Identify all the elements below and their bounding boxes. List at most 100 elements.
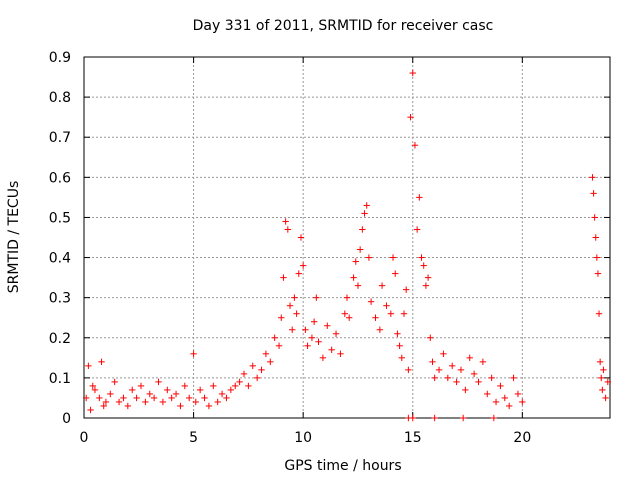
data-point xyxy=(319,354,327,362)
data-point xyxy=(115,398,123,406)
data-point xyxy=(129,386,136,394)
data-point xyxy=(424,274,432,281)
data-point xyxy=(398,354,405,362)
data-point xyxy=(345,314,353,321)
data-point xyxy=(422,282,430,289)
data-point xyxy=(236,378,243,386)
data-point xyxy=(409,69,416,77)
data-point xyxy=(405,366,412,374)
data-point xyxy=(205,402,213,410)
y-tick-label: 0.4 xyxy=(49,251,71,267)
data-point xyxy=(466,354,473,362)
data-point xyxy=(196,386,204,394)
data-point xyxy=(299,262,307,269)
data-point xyxy=(168,394,175,402)
x-tick-label: 10 xyxy=(294,430,312,446)
data-point xyxy=(453,378,460,386)
data-point xyxy=(253,374,261,382)
y-tick-label: 0.2 xyxy=(49,331,71,347)
x-tick-label: 0 xyxy=(80,430,89,446)
data-point xyxy=(350,274,357,281)
data-point xyxy=(304,342,311,349)
data-point xyxy=(258,366,265,374)
data-point xyxy=(420,262,427,269)
data-point xyxy=(604,378,612,386)
data-point xyxy=(100,402,107,410)
y-tick-label: 0.6 xyxy=(49,170,71,186)
data-point xyxy=(396,342,403,349)
data-point xyxy=(409,414,416,422)
data-point xyxy=(488,374,495,382)
data-point xyxy=(289,326,296,333)
data-point xyxy=(164,386,171,394)
data-point xyxy=(431,414,438,422)
data-point xyxy=(411,142,419,149)
data-point xyxy=(111,378,118,386)
data-point xyxy=(278,314,285,321)
data-point xyxy=(594,270,602,277)
data-point xyxy=(286,302,294,309)
data-point xyxy=(142,398,149,406)
data-point xyxy=(444,374,452,382)
data-point xyxy=(510,374,517,382)
data-point xyxy=(332,330,340,337)
data-point xyxy=(155,378,162,386)
data-point xyxy=(181,382,189,390)
plot-frame xyxy=(83,56,611,419)
data-point xyxy=(352,258,359,265)
data-point xyxy=(159,398,167,406)
data-point xyxy=(475,378,482,386)
data-point xyxy=(378,282,386,289)
x-tick-label: 5 xyxy=(189,430,198,446)
data-points xyxy=(82,69,612,422)
data-point xyxy=(354,282,362,289)
chart-title: Day 331 of 2011, SRMTID for receiver cas… xyxy=(193,18,494,34)
data-point xyxy=(599,386,606,394)
data-point xyxy=(102,398,110,406)
data-point xyxy=(262,350,270,358)
data-point xyxy=(85,362,92,370)
data-point xyxy=(96,394,103,402)
data-point xyxy=(470,370,478,378)
data-point xyxy=(591,214,598,221)
data-point xyxy=(186,394,193,402)
data-point xyxy=(519,398,526,406)
data-point xyxy=(310,318,318,325)
data-point xyxy=(82,394,90,402)
data-point xyxy=(383,302,390,309)
data-point xyxy=(418,254,425,261)
data-point xyxy=(313,294,320,301)
data-point xyxy=(431,374,438,382)
data-point xyxy=(324,322,331,329)
data-point xyxy=(501,394,508,402)
data-point xyxy=(435,366,443,374)
data-point xyxy=(416,194,423,201)
data-point xyxy=(146,390,153,398)
data-point xyxy=(293,310,300,317)
data-point xyxy=(87,406,94,414)
data-point xyxy=(457,366,465,374)
data-point xyxy=(479,358,487,366)
data-point xyxy=(402,286,410,293)
data-point xyxy=(271,334,278,341)
data-point xyxy=(267,358,274,366)
data-point xyxy=(387,310,395,317)
data-point xyxy=(308,334,316,341)
tick-labels: 0 5 10 15 20 0 0.1 0.2 0.3 0.4 0.5 0.6 0.7 0.8 0.9 xyxy=(49,50,532,446)
data-point xyxy=(150,394,158,402)
axis-frame xyxy=(83,56,611,419)
data-point xyxy=(177,402,184,410)
data-point xyxy=(589,174,596,181)
data-point xyxy=(392,270,399,277)
data-point xyxy=(328,346,335,354)
data-point xyxy=(120,394,127,402)
data-point xyxy=(291,294,298,301)
data-point xyxy=(89,382,96,390)
y-tick-label: 0.9 xyxy=(49,50,71,66)
data-point xyxy=(295,270,302,277)
data-point xyxy=(505,402,513,410)
data-point xyxy=(232,382,239,390)
data-point xyxy=(356,246,364,253)
data-point xyxy=(394,330,401,337)
